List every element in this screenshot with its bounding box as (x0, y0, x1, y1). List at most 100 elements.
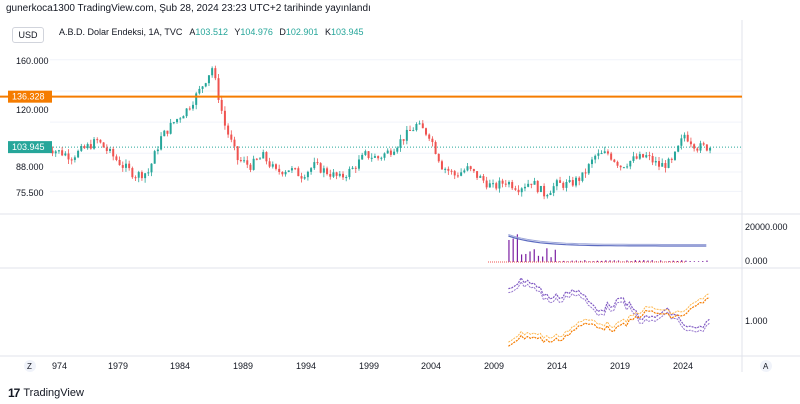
volume-bar (613, 260, 615, 262)
scale-right-button[interactable] (760, 360, 772, 372)
candle-body (195, 93, 198, 105)
time-label-1989: 1989 (233, 361, 253, 371)
candle-body (233, 139, 236, 147)
candle-body (654, 161, 657, 163)
candle-body (514, 188, 517, 190)
candle-body (504, 183, 507, 185)
time-label-1979: 1979 (108, 361, 128, 371)
volume-bar (584, 260, 586, 262)
candle-body (147, 172, 150, 174)
candle-body (635, 156, 638, 159)
currency-button[interactable]: USD (12, 27, 44, 43)
open-value: 103.512 (195, 27, 228, 37)
candle-body (373, 156, 376, 158)
volume-bar (529, 251, 531, 262)
candle-body (271, 164, 274, 167)
volume-bar (601, 260, 603, 262)
price-tick-160: 160.000 (16, 56, 49, 66)
candle-body (581, 172, 584, 181)
candle-body (217, 78, 220, 100)
candle-body (121, 165, 124, 168)
price-tick-75: 75.500 (16, 188, 44, 198)
candle-body (629, 160, 632, 167)
price-tick-120: 120.000 (16, 105, 49, 115)
candle-body (332, 172, 335, 177)
volume-bar (546, 248, 548, 262)
candle-body (313, 162, 316, 169)
candle-body (342, 173, 345, 178)
candle-body (73, 157, 76, 160)
time-label-1994: 1994 (296, 361, 316, 371)
volume-bar (520, 254, 523, 262)
candle-body (702, 143, 705, 145)
candle-body (115, 156, 118, 160)
candle-body (597, 153, 600, 156)
candle-body (176, 119, 179, 123)
scale-left-label: Z (27, 362, 32, 371)
volume-bar (689, 261, 691, 262)
candle-body (169, 122, 172, 134)
candle-body (99, 139, 102, 143)
candle-body (705, 144, 708, 151)
candle-body (444, 168, 447, 170)
candle-body (686, 134, 689, 142)
candle-body (469, 166, 472, 170)
candle-body (396, 147, 399, 152)
candle-body (575, 177, 578, 186)
candle-body (613, 159, 616, 162)
candle-body (447, 168, 450, 171)
volume-bar (697, 261, 700, 262)
candle-series (45, 65, 712, 200)
footer-brand[interactable]: 17 TradingView (8, 386, 84, 400)
candle-body (606, 151, 609, 154)
volume-bar (706, 260, 708, 262)
candle-body (364, 151, 367, 155)
candle-body (450, 170, 453, 172)
candle-body (300, 176, 303, 179)
candle-body (319, 163, 322, 173)
time-label-2004: 2004 (421, 361, 441, 371)
candle-body (485, 180, 488, 188)
candle-body (555, 180, 558, 187)
candle-body (105, 147, 108, 151)
candle-body (495, 183, 498, 189)
symbol-name: A.B.D. Dolar Endeksi, 1A, TVC (59, 27, 183, 37)
scale-left-button[interactable] (24, 360, 36, 372)
candle-body (93, 139, 96, 149)
candle-body (227, 125, 230, 135)
candle-body (236, 146, 239, 161)
candle-body (83, 145, 86, 149)
candle-body (188, 108, 191, 110)
volume-bar (634, 260, 636, 262)
candle-body (239, 160, 242, 162)
candle-body (259, 158, 262, 160)
candle-body (587, 164, 590, 174)
candle-body (642, 154, 645, 158)
candle-body (249, 164, 252, 170)
candle-body (303, 177, 306, 179)
volume-tick-high: 20000.000 (745, 222, 788, 232)
candle-body (345, 177, 348, 179)
candle-body (128, 163, 131, 169)
volume-bar (588, 261, 590, 262)
candle-body (431, 138, 434, 143)
volume-ma-line-2 (508, 234, 707, 245)
candle-body (102, 142, 105, 148)
candle-body (179, 118, 182, 120)
candle-body (610, 153, 613, 160)
candle-body (539, 185, 542, 193)
candle-body (549, 192, 552, 195)
volume-bar (537, 255, 540, 262)
candle-body (425, 128, 428, 135)
candle-body (696, 148, 699, 151)
time-label-2019: 2019 (610, 361, 630, 371)
candle-body (511, 182, 514, 189)
volume-bar (571, 260, 573, 262)
candle-body (658, 161, 661, 167)
tradingview-logo-icon: 17 (8, 386, 20, 400)
candle-body (112, 149, 115, 157)
candle-body (415, 124, 418, 131)
candle-body (354, 167, 357, 169)
candle-body (144, 173, 147, 179)
